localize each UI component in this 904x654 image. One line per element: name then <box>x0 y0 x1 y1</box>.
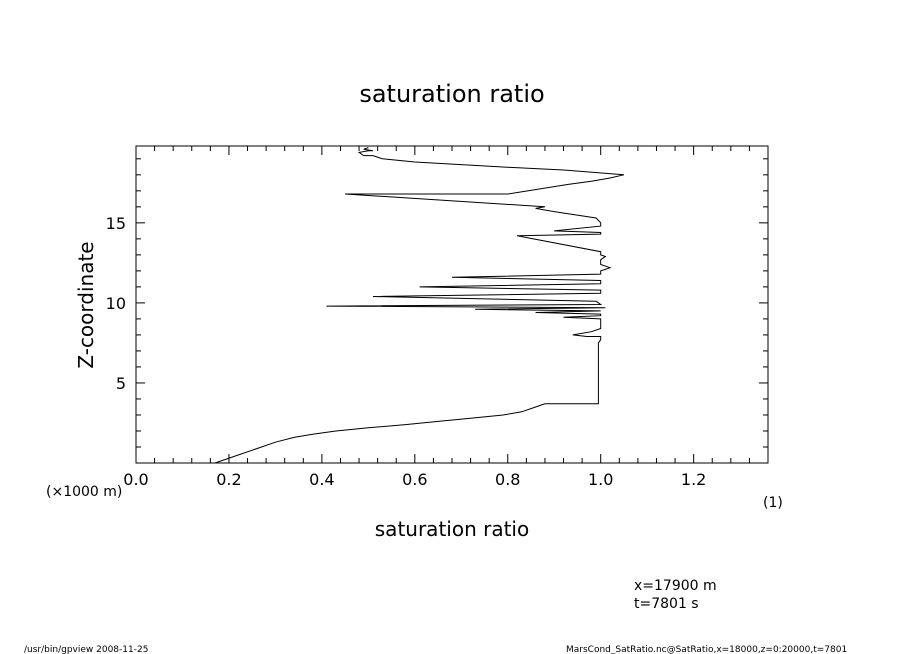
x-tick-label: 0.6 <box>402 470 427 489</box>
time-annotation: t=7801 s <box>634 596 699 612</box>
y-axis-label: Z-coordinate <box>74 241 98 368</box>
y-tick-labels: 5 10 15 <box>106 214 126 393</box>
x-tick-label: 1.0 <box>588 470 613 489</box>
footer-right: MarsCond_SatRatio.nc@SatRatio,x=18000,z=… <box>566 645 847 654</box>
x-axis-label: saturation ratio <box>375 517 529 541</box>
footer-left: /usr/bin/gpview 2008-11-25 <box>24 645 148 654</box>
x-tick-label: 1.2 <box>681 470 706 489</box>
chart-title: saturation ratio <box>359 80 544 108</box>
series-line <box>214 147 625 464</box>
x-tick-label: 0.4 <box>309 470 334 489</box>
x-tick-label: 0.2 <box>216 470 241 489</box>
position-annotation: x=17900 m <box>634 578 717 594</box>
axis-ticks <box>135 146 769 463</box>
x-tick-labels: 0.0 0.2 0.4 0.6 0.8 1.0 1.2 <box>123 470 706 489</box>
y-tick-label: 15 <box>106 214 126 233</box>
x-tick-label: 0.0 <box>123 470 148 489</box>
x-tick-label: 0.8 <box>495 470 520 489</box>
y-tick-label: 10 <box>106 294 126 313</box>
y-tick-label: 5 <box>116 374 126 393</box>
y-unit-label: (×1000 m) <box>46 484 122 500</box>
x-unit-label: (1) <box>763 495 783 511</box>
